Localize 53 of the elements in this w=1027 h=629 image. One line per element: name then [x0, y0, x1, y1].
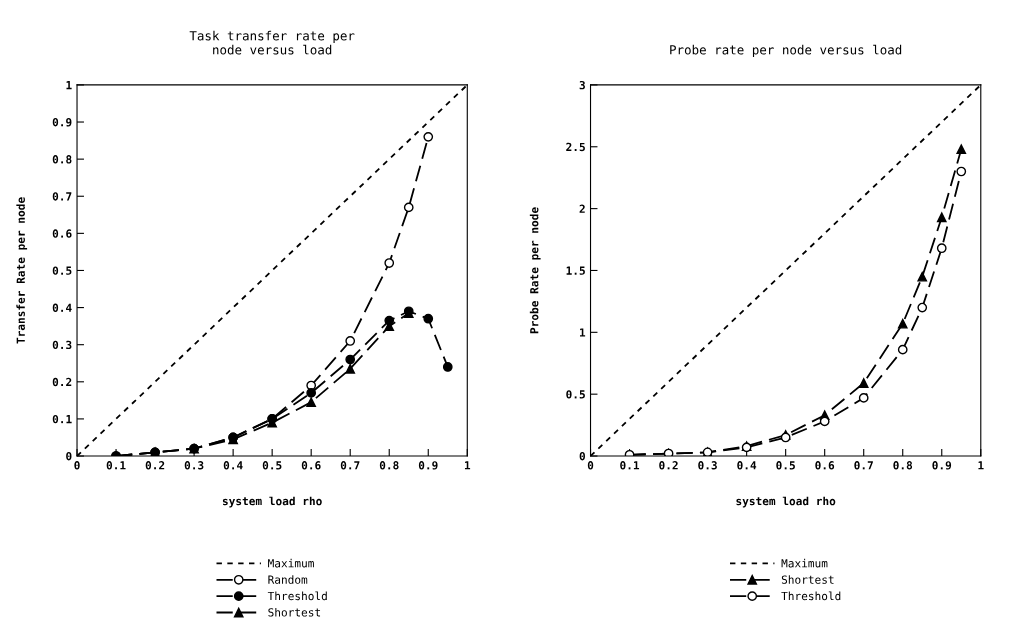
- y-tick-label: 3: [579, 80, 585, 90]
- y-tick-label: 0.8: [52, 155, 72, 164]
- legend-label: Shortest: [781, 575, 834, 584]
- x-tick-label: 0.6: [301, 461, 321, 470]
- x-tick-label: 0.5: [262, 461, 282, 470]
- y-tick-label: 0: [579, 452, 585, 461]
- legend-label: Maximum: [268, 558, 314, 568]
- x-tick-label: 0.8: [379, 461, 399, 470]
- x-tick-label: 0.2: [659, 461, 678, 470]
- x-tick-label: 0.2: [145, 461, 165, 470]
- legend-label: Threshold: [781, 591, 841, 601]
- y-tick-label: 1: [66, 81, 72, 90]
- x-tick-label: 0.9: [418, 461, 438, 470]
- y-tick-label: 1: [580, 328, 586, 337]
- y-tick-label: 0.7: [52, 192, 72, 201]
- legend-label: Shortest: [268, 607, 321, 617]
- y-tick-label: 0.3: [52, 340, 72, 350]
- y-tick-label: 2: [579, 204, 585, 213]
- y-tick-label: 0.2: [52, 377, 72, 387]
- y-tick-label: 2.5: [566, 142, 585, 152]
- y-tick-label: 0.4: [52, 303, 72, 312]
- x-tick-label: 0.5: [776, 461, 795, 470]
- y-tick-label: 0: [66, 452, 72, 461]
- x-tick-label: 0.9: [932, 461, 952, 470]
- y-axis-title: Probe Rate per node: [529, 207, 541, 334]
- y-axis-title: Transfer Rate per node: [16, 197, 28, 344]
- x-tick-label: 0.1: [620, 461, 640, 470]
- y-tick-label: 0.5: [566, 390, 585, 399]
- x-tick-label: 0.8: [893, 461, 913, 470]
- legend-label: Threshold: [267, 591, 327, 601]
- x-tick-label: 1: [978, 461, 984, 470]
- x-tick-label: 0.7: [340, 461, 360, 470]
- x-tick-label: 0.6: [815, 461, 835, 470]
- x-tick-label: 0.3: [184, 461, 204, 470]
- legend-label: Maximum: [781, 558, 828, 568]
- x-tick-label: 0.3: [698, 461, 717, 470]
- legend-label: Random: [268, 575, 308, 584]
- x-tick-label: 0: [587, 461, 594, 470]
- y-tick-label: 0.6: [52, 229, 72, 238]
- chart-title: Task transfer rate per node versus load: [189, 30, 355, 55]
- x-tick-label: 1: [464, 461, 471, 470]
- x-tick-label: 0.4: [737, 461, 757, 470]
- x-tick-label: 0.4: [223, 461, 243, 470]
- x-axis-title: system load rho: [222, 496, 322, 508]
- y-tick-label: 0.9: [52, 118, 72, 127]
- y-tick-label: 1.5: [566, 266, 585, 275]
- y-tick-label: 0.1: [52, 414, 72, 424]
- x-tick-label: 0: [74, 461, 80, 470]
- x-tick-label: 0.7: [854, 461, 873, 470]
- y-tick-label: 0.5: [52, 266, 72, 275]
- x-tick-label: 0.1: [106, 461, 126, 470]
- chart-title: Probe rate per node versus load: [670, 44, 902, 57]
- x-axis-title: system load rho: [736, 496, 836, 508]
